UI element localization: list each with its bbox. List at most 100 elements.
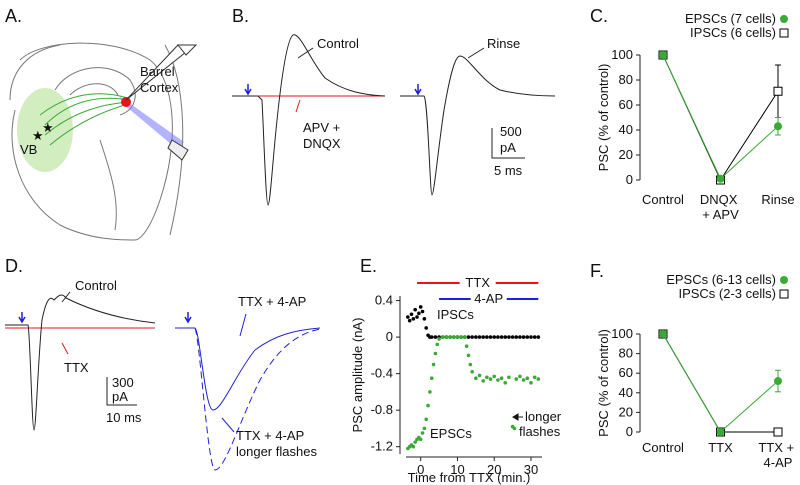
y-tick-label: 80 — [619, 72, 633, 87]
x-tick-label: Control — [642, 192, 684, 207]
y-tick-label: 0.4 — [375, 293, 393, 308]
y-tick-label: 60 — [619, 97, 633, 112]
data-point — [529, 335, 533, 339]
y-tick-label: 100 — [611, 47, 633, 62]
legend-label: IPSCs (2-3 cells) — [678, 286, 776, 301]
y-tick-label: 40 — [619, 122, 633, 137]
scale-label: 500 — [500, 124, 522, 139]
data-point — [418, 437, 423, 442]
x-tick-label: 20 — [487, 462, 501, 477]
trace-label: TTX — [64, 360, 89, 375]
trace-label: Rinse — [487, 36, 520, 51]
y-axis-label: PSC (% of control) — [596, 64, 611, 172]
svg-text:★: ★ — [32, 128, 44, 143]
data-point — [496, 378, 500, 382]
data-point — [716, 174, 725, 183]
data-point — [424, 326, 429, 330]
data-point — [507, 335, 511, 339]
period-label-bg — [470, 291, 507, 307]
series-line — [662, 54, 779, 182]
data-point — [407, 318, 412, 323]
x-tick-label: DNQX + APV — [700, 192, 741, 222]
data-point — [448, 335, 452, 339]
legend-label: IPSCs (6 cells) — [690, 25, 776, 40]
y-axis-label: PSC amplitude (nA) — [350, 318, 365, 433]
data-point — [659, 330, 667, 338]
data-point — [451, 335, 456, 339]
data-point — [774, 377, 782, 386]
slice-schematic: ★ ★ — [9, 42, 198, 241]
series-line — [662, 333, 778, 433]
trace-group — [5, 291, 321, 471]
data-point — [417, 311, 421, 316]
data-point — [463, 335, 467, 339]
data-point — [440, 335, 445, 339]
data-point — [433, 351, 438, 356]
x-tick-label: 0 — [417, 462, 424, 477]
data-point — [466, 335, 471, 339]
data-point — [521, 335, 526, 339]
data-point — [503, 335, 508, 339]
data-point — [521, 378, 526, 382]
annotation-arrow — [512, 413, 523, 421]
data-point — [422, 426, 427, 431]
data-point — [459, 335, 463, 339]
legend-marker — [779, 289, 789, 299]
data-point — [773, 427, 783, 437]
scale-label: 300 — [112, 375, 134, 390]
data-point — [474, 335, 478, 339]
data-point — [532, 335, 537, 339]
series-label: IPSCs — [437, 307, 474, 322]
region-label: Barrel — [140, 64, 175, 79]
data-point — [488, 335, 493, 339]
data-point — [499, 376, 504, 380]
series-label: EPSCs — [430, 426, 472, 441]
x-tick-label: Control — [642, 440, 684, 455]
data-point — [525, 335, 530, 339]
data-point — [444, 335, 449, 339]
trace-label: TTX + 4-AP — [236, 428, 304, 443]
data-point — [431, 362, 436, 367]
data-point — [435, 342, 440, 347]
data-point — [499, 335, 504, 339]
y-tick-label: 0 — [626, 424, 633, 439]
data-point — [477, 373, 482, 378]
annotation: longer flashes — [519, 409, 565, 439]
data-point — [492, 335, 497, 339]
data-point — [411, 317, 416, 321]
data-point — [413, 307, 417, 312]
data-point — [492, 374, 497, 379]
legend-label: EPSCs (7 cells) — [685, 11, 776, 26]
trace-label: APV + — [303, 120, 340, 135]
panel-label: E. — [360, 256, 377, 276]
series-line — [662, 54, 779, 180]
data-point — [420, 309, 425, 314]
data-point — [510, 335, 515, 339]
y-tick-label: 80 — [619, 346, 633, 361]
data-point — [420, 431, 425, 435]
series-line — [662, 333, 779, 433]
data-point — [529, 380, 533, 385]
data-point — [774, 122, 782, 131]
panel-label: F. — [590, 261, 604, 281]
data-point — [525, 376, 530, 380]
data-point — [773, 86, 783, 96]
data-point — [411, 444, 416, 449]
data-point — [429, 335, 434, 339]
data-point — [422, 317, 427, 321]
data-point — [474, 376, 478, 380]
trace-label: Control — [75, 278, 117, 293]
x-tick-label: TTX + 4-AP — [758, 440, 797, 470]
panel-label: D. — [5, 256, 23, 276]
y-tick-label: 100 — [611, 326, 633, 341]
trace-label: Control — [317, 36, 359, 51]
region-label: Cortex — [140, 80, 179, 95]
legend-marker — [779, 28, 789, 38]
data-point — [470, 370, 474, 374]
data-point — [418, 305, 423, 309]
region-label: VB — [20, 142, 37, 157]
data-point — [468, 362, 473, 367]
data-point — [532, 375, 537, 380]
data-point — [514, 377, 519, 381]
